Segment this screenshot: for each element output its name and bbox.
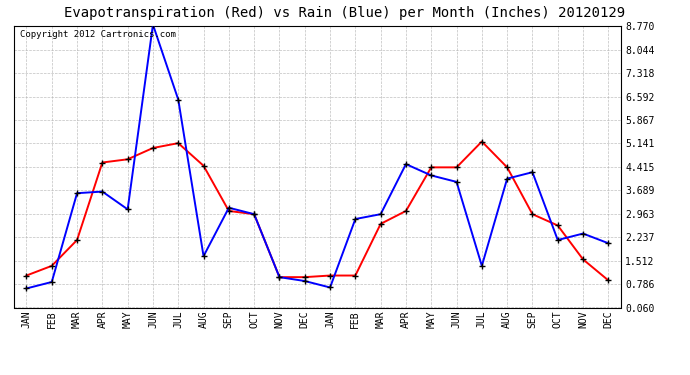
Text: Copyright 2012 Cartronics.com: Copyright 2012 Cartronics.com xyxy=(20,30,176,39)
Text: Evapotranspiration (Red) vs Rain (Blue) per Month (Inches) 20120129: Evapotranspiration (Red) vs Rain (Blue) … xyxy=(64,6,626,20)
